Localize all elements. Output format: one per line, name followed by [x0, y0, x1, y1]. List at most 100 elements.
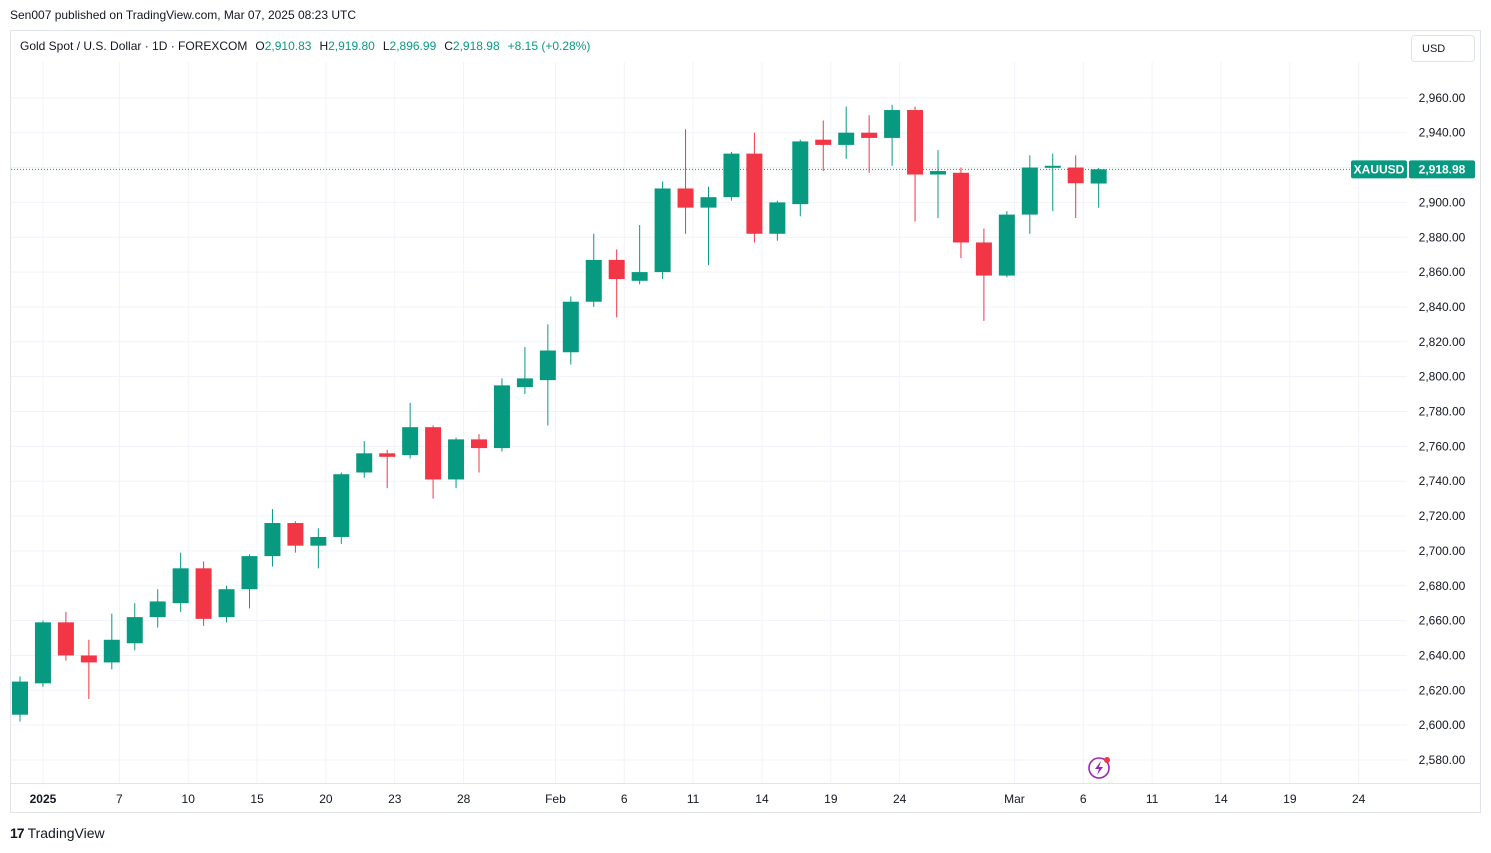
candle-down[interactable] — [952, 172, 969, 243]
candle-up[interactable] — [34, 622, 51, 684]
y-tick-label: 2,600.00 — [1419, 718, 1466, 732]
open-value: 2,910.83 — [264, 39, 312, 53]
x-tick-label: 19 — [824, 792, 838, 806]
x-tick-label: 24 — [893, 792, 907, 806]
candle-down[interactable] — [861, 132, 878, 138]
x-tick-label: 10 — [182, 792, 196, 806]
candle-up[interactable] — [700, 197, 717, 208]
candle-up[interactable] — [241, 556, 258, 590]
y-tick-label: 2,800.00 — [1419, 370, 1466, 384]
y-tick-label: 2,680.00 — [1419, 579, 1466, 593]
candle-up[interactable] — [792, 141, 809, 205]
candle-up[interactable] — [448, 439, 465, 480]
high-value: 2,919.80 — [328, 39, 375, 53]
candle-down[interactable] — [608, 259, 625, 280]
low-value: 2,896.99 — [389, 39, 437, 53]
candle-up[interactable] — [539, 350, 556, 381]
notification-dot-icon — [1104, 757, 1110, 763]
y-tick-label: 2,900.00 — [1419, 195, 1466, 209]
y-tick-label: 2,960.00 — [1419, 91, 1466, 105]
x-tick-label: 20 — [319, 792, 333, 806]
candle-up[interactable] — [1090, 169, 1107, 184]
y-tick-label: 2,940.00 — [1419, 126, 1466, 140]
lightning-bolt-icon — [1095, 761, 1103, 775]
chart-frame — [10, 30, 1481, 813]
candle-up[interactable] — [402, 427, 419, 456]
candle-up[interactable] — [1021, 167, 1038, 215]
x-tick-label: 2025 — [30, 792, 57, 806]
symbol-tag: XAUUSD — [1354, 162, 1405, 176]
x-tick-label: 15 — [250, 792, 264, 806]
candle-down[interactable] — [907, 110, 924, 175]
x-tick-label: 6 — [621, 792, 628, 806]
candle-down[interactable] — [425, 427, 442, 480]
x-tick-label: 24 — [1352, 792, 1366, 806]
close-label: C — [444, 39, 453, 53]
candle-up[interactable] — [126, 617, 143, 644]
candle-down[interactable] — [57, 622, 74, 656]
candle-up[interactable] — [103, 639, 120, 663]
y-tick-label: 2,760.00 — [1419, 439, 1466, 453]
candle-up[interactable] — [998, 214, 1015, 276]
candle-up[interactable] — [884, 110, 901, 138]
candle-down[interactable] — [80, 655, 97, 663]
high-label: H — [319, 39, 329, 53]
y-tick-label: 2,820.00 — [1419, 335, 1466, 349]
candle-down[interactable] — [975, 242, 992, 276]
symbol-title[interactable]: Gold Spot / U.S. Dollar · 1D · FOREXCOM — [20, 39, 248, 53]
last-price-badge-bg — [1409, 160, 1475, 179]
candle-down[interactable] — [379, 453, 396, 457]
open-label: O — [255, 39, 265, 53]
candle-up[interactable] — [930, 171, 946, 175]
candle-up[interactable] — [654, 188, 671, 273]
y-tick-label: 2,740.00 — [1419, 474, 1466, 488]
y-tick-label: 2,700.00 — [1419, 544, 1466, 558]
tradingview-brand: TradingView — [27, 825, 105, 841]
candle-up[interactable] — [264, 523, 281, 557]
candle-up[interactable] — [723, 153, 740, 198]
x-tick-label: 6 — [1080, 792, 1087, 806]
candle-down[interactable] — [746, 153, 763, 234]
candle-up[interactable] — [12, 681, 28, 715]
candle-down[interactable] — [677, 188, 694, 208]
tradingview-logo-icon: 17 — [10, 825, 25, 841]
y-tick-label: 2,780.00 — [1419, 405, 1466, 419]
y-tick-label: 2,660.00 — [1419, 614, 1466, 628]
candle-up[interactable] — [333, 474, 350, 537]
y-tick-label: 2,880.00 — [1419, 230, 1466, 244]
y-tick-label: 2,580.00 — [1419, 753, 1466, 767]
x-tick-label: 14 — [1214, 792, 1228, 806]
candle-up[interactable] — [516, 378, 533, 388]
candle-up[interactable] — [493, 385, 510, 449]
currency-button[interactable]: USD — [1411, 35, 1475, 62]
candle-down[interactable] — [287, 523, 304, 546]
candle-up[interactable] — [310, 536, 327, 546]
candles-group — [12, 104, 1107, 722]
x-tick-label: 28 — [457, 792, 471, 806]
y-tick-label: 2,720.00 — [1419, 509, 1466, 523]
x-tick-label: Feb — [545, 792, 566, 806]
y-tick-label: 2,860.00 — [1419, 265, 1466, 279]
x-tick-label: 14 — [755, 792, 769, 806]
candle-down[interactable] — [195, 568, 212, 619]
candle-up[interactable] — [631, 272, 648, 281]
candle-up[interactable] — [149, 601, 166, 618]
symbol-tag-bg — [1351, 160, 1407, 179]
tradingview-logo[interactable]: 17 TradingView — [10, 825, 105, 841]
candle-down[interactable] — [815, 139, 832, 145]
candle-up[interactable] — [1044, 165, 1061, 168]
candle-up[interactable] — [838, 132, 855, 145]
x-tick-label: 11 — [1146, 792, 1159, 806]
candle-up[interactable] — [562, 301, 579, 353]
candle-up[interactable] — [172, 568, 189, 604]
candle-down[interactable] — [1067, 167, 1084, 184]
symbol-legend: Gold Spot / U.S. Dollar · 1D · FOREXCOM … — [20, 39, 590, 53]
candle-up[interactable] — [585, 259, 602, 302]
candle-up[interactable] — [356, 453, 373, 473]
candle-down[interactable] — [471, 439, 487, 449]
y-tick-label: 2,640.00 — [1419, 648, 1466, 662]
candle-up[interactable] — [769, 202, 786, 234]
candle-up[interactable] — [218, 589, 235, 618]
x-tick-label: 11 — [687, 792, 700, 806]
